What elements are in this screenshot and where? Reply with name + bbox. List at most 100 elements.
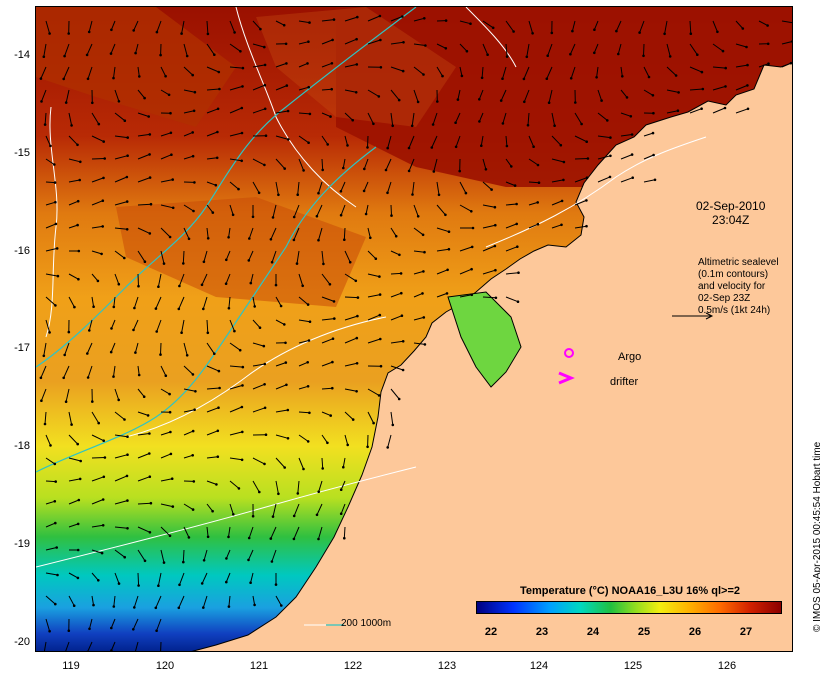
velocity-arrow <box>689 108 702 114</box>
velocity-arrow <box>390 340 404 344</box>
velocity-arrow-head <box>178 284 181 288</box>
velocity-arrow-head <box>550 31 554 35</box>
velocity-arrow-head <box>292 537 296 541</box>
velocity-arrow <box>206 430 218 436</box>
velocity-arrow <box>87 641 93 651</box>
colorbar <box>476 601 782 614</box>
velocity-arrow <box>183 454 193 459</box>
velocity-arrow-head <box>399 272 403 275</box>
velocity-arrow-head <box>42 354 46 358</box>
velocity-arrow-head <box>308 21 311 24</box>
velocity-arrow-head <box>148 133 152 136</box>
velocity-arrow-head <box>126 435 129 439</box>
velocity-arrow-head <box>249 581 252 584</box>
velocity-arrow-head <box>169 131 173 135</box>
velocity-arrow <box>252 64 266 68</box>
velocity-arrow <box>574 112 583 125</box>
velocity-arrow-head <box>125 228 129 231</box>
velocity-arrow <box>735 20 744 29</box>
velocity-arrow <box>155 296 162 309</box>
velocity-arrow <box>225 549 231 559</box>
velocity-arrow-head <box>241 384 244 387</box>
velocity-arrow-head <box>422 316 426 319</box>
velocity-arrow-head <box>436 100 439 103</box>
colorbar-tick-25: 25 <box>637 626 651 638</box>
velocity-arrow-head <box>746 107 750 111</box>
velocity-arrow <box>367 39 381 45</box>
velocity-arrow <box>596 66 599 78</box>
velocity-arrow-head <box>231 213 235 217</box>
velocity-arrow <box>110 20 116 30</box>
velocity-arrow <box>68 523 79 528</box>
velocity-arrow <box>87 365 93 378</box>
velocity-arrow <box>298 457 304 470</box>
velocity-arrow <box>206 227 209 239</box>
velocity-arrow-head <box>469 22 472 25</box>
velocity-arrow-head <box>356 314 359 318</box>
velocity-arrow-head <box>191 73 194 77</box>
velocity-arrow-head <box>258 326 262 330</box>
velocity-arrow <box>40 365 47 378</box>
velocity-arrow-head <box>180 32 183 35</box>
velocity-arrow-head <box>600 99 603 102</box>
velocity-arrow <box>735 43 747 48</box>
velocity-arrow <box>344 112 354 121</box>
velocity-arrow <box>620 66 623 77</box>
velocity-arrow <box>252 363 265 367</box>
velocity-arrow <box>593 43 599 53</box>
velocity-arrow <box>344 296 358 299</box>
velocity-arrow <box>482 296 496 299</box>
velocity-arrow <box>229 342 241 351</box>
velocity-arrow <box>387 434 392 448</box>
velocity-arrow <box>201 273 208 286</box>
velocity-arrow-head <box>97 421 100 425</box>
velocity-arrow-head <box>562 178 565 182</box>
velocity-arrow <box>114 176 128 183</box>
velocity-arrow-head <box>386 146 390 150</box>
velocity-arrow-head <box>54 200 57 204</box>
velocity-arrow-head <box>322 262 325 266</box>
velocity-arrow-head <box>112 375 115 378</box>
velocity-arrow <box>344 434 349 446</box>
velocity-arrow <box>252 595 256 605</box>
velocity-arrow-head <box>191 154 195 158</box>
velocity-arrow <box>229 20 236 33</box>
velocity-arrow <box>68 572 79 579</box>
velocity-arrow-head <box>155 629 158 632</box>
velocity-arrow-head <box>70 124 73 127</box>
velocity-arrow <box>390 16 403 22</box>
velocity-arrow-head <box>180 331 183 335</box>
velocity-arrow-head <box>355 37 358 41</box>
velocity-arrow-head <box>155 30 159 34</box>
velocity-arrow-head <box>192 109 196 113</box>
velocity-arrow-head <box>227 306 231 310</box>
velocity-arrow <box>63 365 70 379</box>
velocity-arrow <box>482 158 487 170</box>
velocity-arrow-head <box>43 123 47 126</box>
velocity-arrow <box>321 158 324 170</box>
velocity-arrow <box>91 250 102 255</box>
velocity-arrow <box>597 176 611 183</box>
velocity-arrow <box>160 478 173 482</box>
velocity-arrow <box>64 342 70 356</box>
time-text: 23:04Z <box>712 213 750 227</box>
velocity-arrow-head <box>651 131 655 135</box>
velocity-arrow-head <box>716 30 719 34</box>
velocity-arrow <box>225 572 231 583</box>
velocity-arrow <box>206 407 219 413</box>
velocity-arrow-head <box>356 296 360 299</box>
velocity-arrow <box>248 227 254 239</box>
colorbar-tick-27: 27 <box>739 626 753 638</box>
velocity-arrow-head <box>339 488 343 492</box>
velocity-arrow <box>735 64 748 68</box>
velocity-arrow-head <box>233 329 236 333</box>
velocity-arrow <box>183 409 195 413</box>
velocity-arrow-head <box>79 160 82 164</box>
lon-label-119: 119 <box>62 660 80 672</box>
velocity-arrow-head <box>103 157 106 160</box>
velocity-arrow <box>298 158 305 171</box>
velocity-arrow-head <box>391 124 395 128</box>
velocity-arrow <box>110 43 116 54</box>
velocity-arrow <box>91 135 104 143</box>
velocity-arrow <box>505 158 512 167</box>
